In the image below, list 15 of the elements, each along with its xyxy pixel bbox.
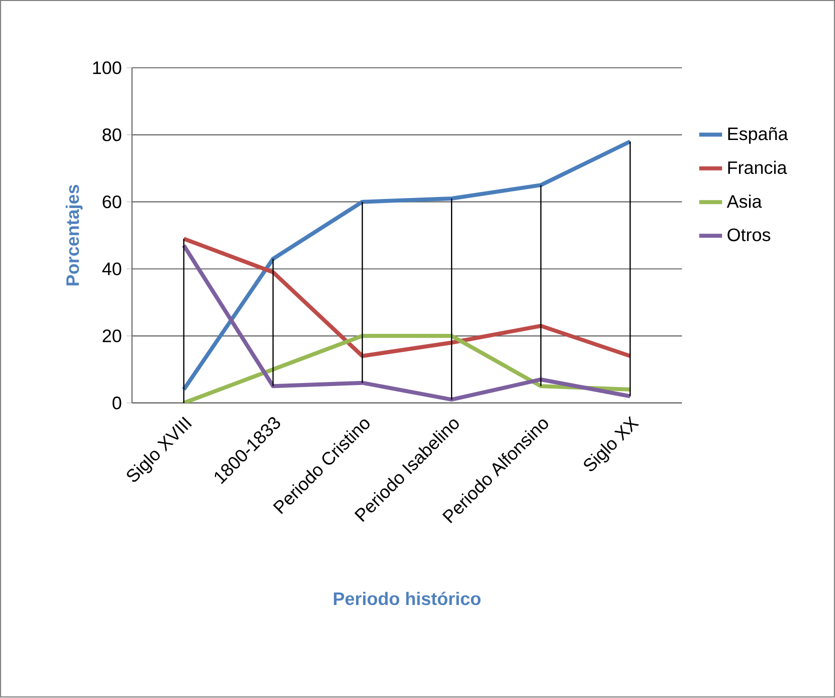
line-series — [182, 236, 632, 358]
legend-label: Francia — [728, 161, 787, 174]
y-tick-label: 40 — [102, 262, 122, 276]
line-series — [182, 244, 632, 402]
x-axis-title: Periodo histórico — [334, 592, 481, 606]
line-series — [182, 140, 632, 392]
y-tick-label: 60 — [102, 196, 122, 208]
y-tick-label: 20 — [102, 330, 122, 343]
y-tick-label: 80 — [102, 128, 122, 142]
y-tick-label: 0 — [112, 396, 122, 410]
legend-label: Otros — [728, 228, 770, 242]
y-axis-title: Porcentajes — [66, 185, 83, 286]
legend-label: Asia — [726, 194, 762, 208]
legend-label: España — [728, 127, 788, 144]
y-tick-label: 100 — [93, 62, 122, 74]
